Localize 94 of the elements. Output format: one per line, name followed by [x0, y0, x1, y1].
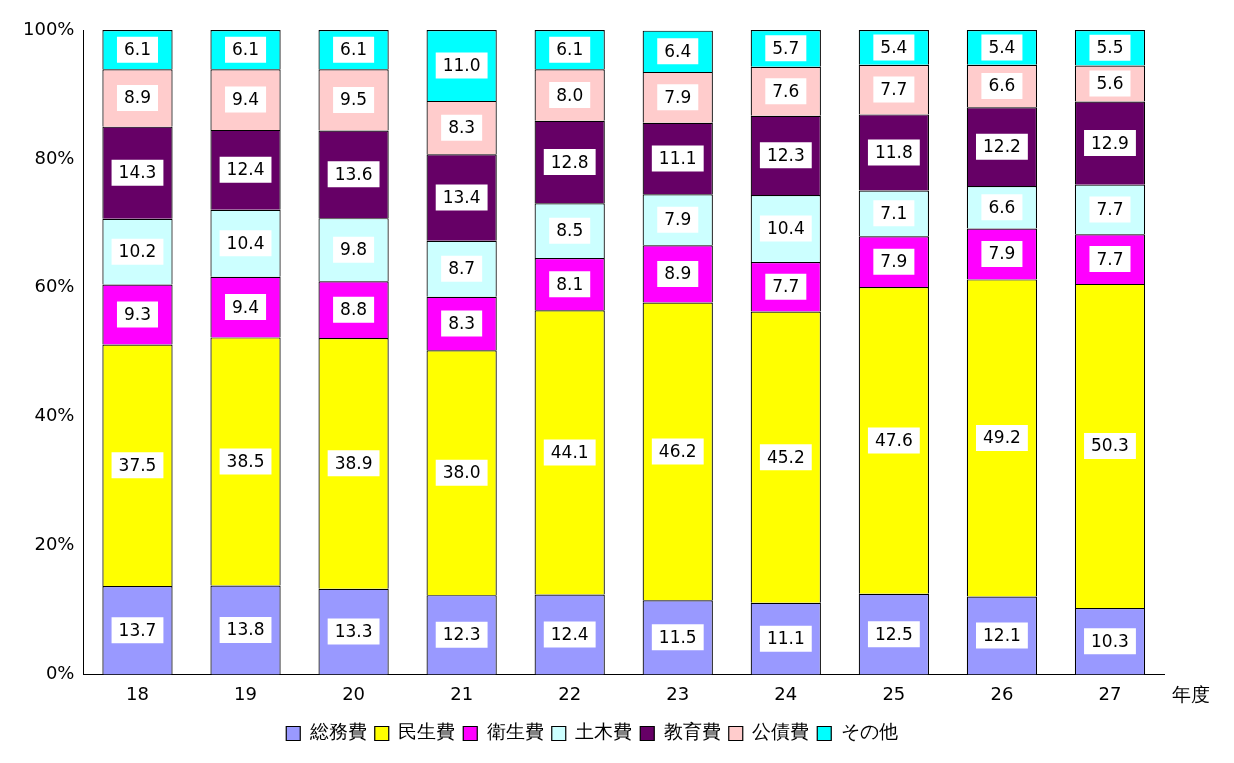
data-label: 6.1 [340, 39, 368, 60]
x-axis-title: 年度 [1172, 683, 1210, 706]
y-tick-label: 60% [34, 275, 75, 297]
y-tick-label: 100% [22, 17, 75, 39]
data-label: 14.3 [118, 162, 157, 183]
data-label: 6.6 [988, 75, 1016, 96]
data-label: 9.4 [232, 89, 260, 110]
legend-label: 公債費 [752, 720, 810, 743]
data-label: 9.8 [340, 239, 368, 260]
data-label: 8.9 [123, 87, 152, 108]
data-label: 7.1 [880, 202, 908, 223]
data-label: 12.5 [874, 623, 913, 644]
data-label: 46.2 [658, 440, 697, 461]
data-label: 12.4 [226, 159, 265, 180]
y-tick-label: 40% [34, 404, 75, 426]
data-label: 38.0 [442, 462, 481, 483]
data-label: 49.2 [982, 427, 1021, 448]
data-label: 7.7 [880, 79, 908, 100]
data-label: 8.3 [448, 117, 476, 138]
data-label: 8.0 [556, 84, 584, 105]
data-label: 10.3 [1091, 630, 1129, 651]
legend-label: 教育費 [663, 720, 721, 743]
data-label: 13.8 [226, 619, 265, 640]
data-label: 38.9 [334, 452, 373, 473]
data-label: 7.7 [772, 276, 800, 297]
data-label: 11.1 [658, 147, 697, 168]
x-tick-label: 24 [774, 682, 798, 704]
data-label: 45.2 [766, 446, 805, 467]
y-tick-label: 0% [45, 662, 75, 684]
data-label: 12.1 [982, 624, 1021, 645]
x-tick-label: 21 [450, 682, 474, 704]
data-label: 9.4 [232, 296, 260, 317]
data-label: 5.7 [772, 37, 800, 58]
data-label: 50.3 [1091, 435, 1129, 456]
data-label: 8.9 [664, 263, 692, 284]
data-label: 6.6 [988, 196, 1016, 217]
x-tick-label: 27 [1098, 682, 1122, 704]
data-label: 11.1 [766, 628, 805, 649]
data-label: 6.1 [232, 39, 260, 60]
legend-label: その他 [840, 720, 898, 743]
data-label: 5.5 [1096, 37, 1124, 58]
data-label: 11.5 [658, 626, 697, 647]
data-label: 5.4 [880, 36, 908, 57]
x-tick-label: 22 [558, 682, 582, 704]
data-label: 9.3 [123, 303, 152, 324]
data-label: 47.6 [874, 429, 913, 450]
legend-label: 総務費 [308, 720, 367, 743]
data-label: 8.5 [556, 220, 584, 241]
data-label: 7.7 [1096, 248, 1124, 269]
data-label: 12.9 [1091, 132, 1129, 153]
legend-label: 民生費 [398, 720, 456, 743]
data-label: 13.7 [118, 619, 157, 640]
y-tick-label: 20% [34, 533, 75, 555]
x-tick-label: 18 [126, 682, 149, 704]
x-tick-label: 19 [234, 682, 257, 704]
data-label: 11.8 [874, 141, 913, 162]
data-label: 7.9 [664, 209, 692, 230]
data-label: 9.5 [340, 89, 368, 110]
data-label: 6.1 [123, 39, 152, 60]
data-label: 13.4 [442, 186, 481, 207]
data-label: 12.8 [550, 151, 589, 172]
data-label: 12.3 [766, 144, 805, 165]
legend-label: 土木費 [575, 720, 633, 743]
data-label: 5.6 [1096, 72, 1124, 93]
data-label: 7.9 [664, 86, 692, 107]
data-label: 7.9 [880, 251, 908, 272]
data-label: 10.2 [118, 241, 157, 262]
data-label: 44.1 [550, 441, 589, 462]
x-tick-label: 20 [342, 682, 366, 704]
data-label: 12.3 [442, 624, 481, 645]
data-label: 8.3 [448, 312, 476, 333]
data-label: 13.3 [334, 620, 373, 641]
data-label: 7.6 [772, 80, 800, 101]
data-label: 12.2 [982, 136, 1021, 157]
x-tick-label: 25 [882, 682, 906, 704]
data-label: 7.9 [988, 243, 1016, 264]
data-label: 10.4 [226, 232, 265, 253]
data-label: 8.7 [448, 258, 476, 279]
data-label: 10.4 [766, 217, 805, 238]
data-label: 7.7 [1096, 198, 1124, 219]
data-label: 8.8 [340, 299, 368, 320]
data-label: 8.1 [556, 273, 584, 294]
legend-label: 衛生費 [486, 720, 544, 743]
data-label: 11.0 [442, 54, 481, 75]
x-tick-label: 23 [666, 682, 690, 704]
data-label: 12.4 [550, 623, 589, 644]
data-label: 6.4 [664, 40, 692, 61]
y-tick-label: 80% [34, 146, 75, 168]
data-label: 37.5 [118, 454, 157, 475]
data-label: 5.4 [988, 36, 1016, 57]
x-tick-label: 26 [990, 682, 1014, 704]
data-label: 6.1 [556, 39, 584, 60]
data-label: 13.6 [334, 163, 373, 184]
data-label: 38.5 [226, 450, 265, 471]
